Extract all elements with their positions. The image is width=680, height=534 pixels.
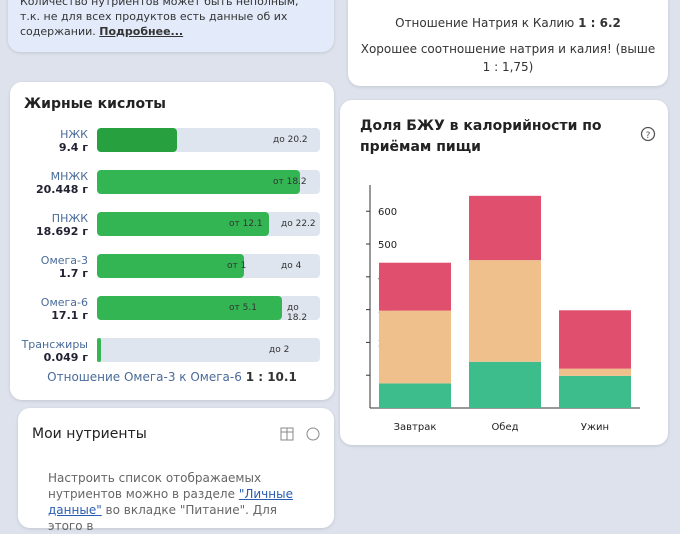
bar-segment [559, 375, 631, 408]
x-tick-label: Обед [491, 422, 518, 433]
nutrient-name: НЖК [60, 128, 88, 141]
bar-segment [469, 260, 541, 362]
range-marker: от 12.1 [229, 219, 263, 229]
track: от 5.1 до 18.2 [97, 296, 320, 323]
chart-title: Доля БЖУ в калорийности по приёмам пищи [360, 118, 602, 155]
chart: 100200300400500600ЗавтракОбедУжин [366, 185, 640, 433]
bar-segment [469, 195, 541, 261]
bar-segment [559, 310, 631, 369]
my-nutrients-text: Настроить список отображаемых нутриентов… [48, 471, 262, 501]
nutrient-value: 18.692 г [35, 225, 88, 238]
notice-link[interactable]: Подробнее... [99, 25, 184, 38]
x-tick-label: Ужин [581, 422, 609, 433]
range-marker: от 5.1 [229, 303, 257, 313]
track: до 2 [97, 338, 320, 362]
track: до 20.2 [97, 128, 320, 152]
omega-ratio-label: Отношение Омега-3 к Омега-6 [47, 370, 242, 384]
y-tick-label: 600 [378, 207, 397, 218]
fatty-panel: Жирные кислоты НЖК 9.4 г до 20.2 МНЖК 20.448… [10, 82, 334, 400]
nutrient-name: Омега-3 [40, 254, 88, 267]
sodium-ratio: 1 : 6.2 [578, 16, 621, 30]
track: от 12.1 до 22.2 [97, 212, 320, 236]
range-marker: от 18.2 [273, 177, 307, 187]
my-nutrients-panel: Мои нутриенты Настроить список отображае… [18, 408, 334, 533]
bar-segment [469, 361, 541, 408]
sodium-comment: Хорошее соотношение натрия и калия! (выш… [360, 42, 656, 74]
range-marker: до 18.2 [287, 303, 308, 323]
notice-text: Количество нутриентов может быть неполны… [20, 0, 299, 38]
notice-panel: Количество нутриентов может быть неполны… [8, 0, 334, 52]
sodium-panel: Отношение Натрия к Калию 1 : 6.2 Хорошее… [348, 0, 668, 86]
nutrient-value: 0.049 г [43, 351, 88, 364]
nutrient-value: 9.4 г [58, 141, 88, 154]
page: Количество нутриентов может быть неполны… [8, 0, 668, 533]
fatty-title: Жирные кислоты [24, 96, 166, 112]
omega-ratio: 1 : 10.1 [245, 370, 297, 384]
bar-segment [559, 368, 631, 376]
range-marker: до 4 [281, 261, 302, 271]
icons[interactable] [280, 426, 320, 442]
nutrient-name: ПНЖК [51, 212, 88, 225]
level-bar [97, 170, 300, 194]
range-marker: до 22.2 [281, 219, 316, 229]
range-marker: от 1 [227, 261, 247, 271]
svg-text:?: ? [646, 131, 651, 141]
nutrient-name: МНЖК [50, 170, 88, 183]
level-bar [97, 254, 245, 278]
bar-segment [379, 383, 451, 408]
y-tick-label: 500 [378, 240, 397, 251]
level-bar [97, 212, 269, 236]
level-bar [97, 338, 102, 362]
range-marker: до 20.2 [273, 135, 308, 145]
nutrient-value: 20.448 г [35, 183, 88, 196]
level-bar [97, 128, 178, 152]
nutrient-value: 17.1 г [51, 309, 88, 322]
x-tick-label: Завтрак [394, 422, 437, 433]
range-marker: до 2 [269, 345, 290, 355]
bar-segment [379, 310, 451, 384]
bar-segment [379, 262, 451, 311]
my-nutrients-title: Мои нутриенты [32, 426, 147, 442]
nutrient-name: Омега-6 [40, 296, 88, 309]
help-icon[interactable]: ? [640, 126, 656, 142]
nutrient-value: 1.7 г [58, 267, 88, 280]
sodium-label: Отношение Натрия к Калию [395, 16, 575, 30]
nutrient-name: Трансжиры [21, 338, 88, 351]
level-bar [97, 296, 283, 320]
track: от 18.2 [97, 170, 320, 194]
track: от 1 до 4 [97, 254, 320, 278]
